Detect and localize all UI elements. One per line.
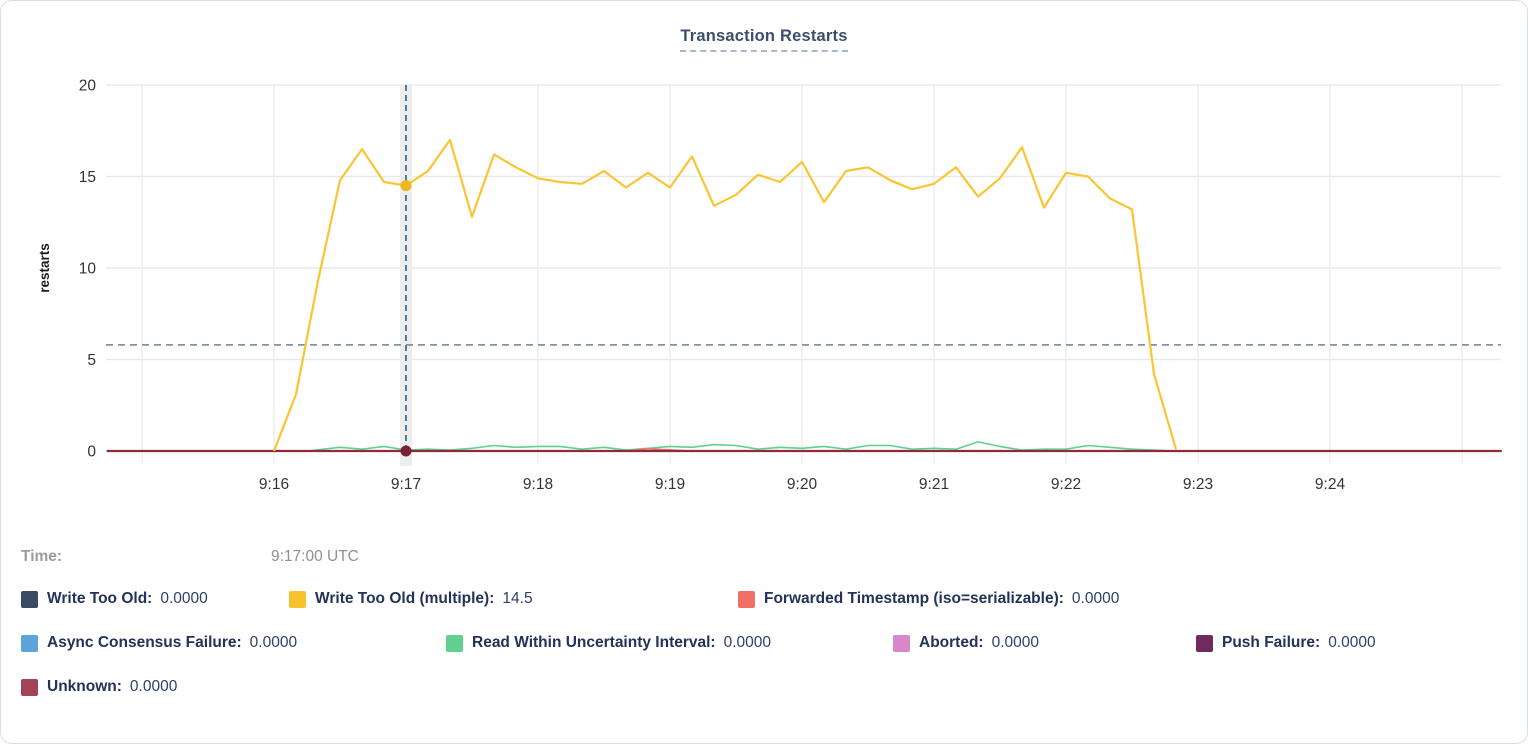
legend-series-value: 0.0000 (160, 590, 208, 607)
legend-item: Forwarded Timestamp (iso=serializable): 0… (738, 590, 1119, 608)
y-tick-label: 0 (87, 444, 96, 461)
x-tick-label: 9:24 (1315, 476, 1346, 493)
series-line-read-within-uncertainty-interval (106, 441, 1502, 452)
legend-series-label: Write Too Old (multiple): (315, 590, 495, 607)
legend-series-label: Async Consensus Failure: (47, 634, 242, 651)
legend-item: Unknown: 0.0000 (21, 678, 177, 696)
hover-time-value: 9:17:00 UTC (271, 548, 359, 565)
chart-title-wrap: Transaction Restarts (1, 27, 1527, 52)
legend-series-value: 0.0000 (1071, 590, 1120, 607)
legend-item: Push Failure: 0.0000 (1196, 634, 1376, 652)
legend-series-label: Read Within Uncertainty Interval: (472, 634, 716, 651)
legend-color-swatch (738, 590, 755, 608)
legend-color-swatch (893, 634, 910, 652)
legend-item: Async Consensus Failure: 0.0000 (21, 634, 446, 652)
y-tick-label: 10 (79, 261, 97, 278)
x-tick-label: 9:18 (523, 476, 553, 493)
legend-series-label: Forwarded Timestamp (iso=serializable): (764, 590, 1064, 607)
legend-series-label: Push Failure: (1222, 634, 1321, 651)
legend-color-swatch (21, 634, 38, 652)
x-tick-label: 9:17 (391, 476, 421, 493)
x-tick-label: 9:23 (1183, 476, 1213, 493)
legend-item: Write Too Old (multiple): 14.5 (289, 590, 738, 608)
legend-series-label: Unknown: (47, 678, 122, 695)
legend-color-swatch (21, 590, 38, 608)
legend-color-swatch (21, 678, 38, 696)
chart-title[interactable]: Transaction Restarts (680, 27, 848, 52)
legend-series-value: 0.0000 (1328, 634, 1376, 651)
x-tick-label: 9:21 (919, 476, 949, 493)
legend-series-value: 0.0000 (723, 634, 772, 651)
legend-series-value: 0.0000 (249, 634, 298, 651)
legend-item: Aborted: 0.0000 (893, 634, 1196, 652)
x-tick-label: 9:19 (655, 476, 685, 493)
legend-item: Read Within Uncertainty Interval: 0.0000 (446, 634, 893, 652)
hover-time-label: Time: (21, 548, 63, 565)
x-tick-label: 9:16 (259, 476, 289, 493)
legend-series-label: Aborted: (919, 634, 984, 651)
x-tick-label: 9:20 (787, 476, 818, 493)
y-tick-label: 5 (87, 352, 96, 369)
legend-color-swatch (1196, 634, 1213, 652)
y-tick-label: 20 (79, 78, 97, 95)
legend-series-label: Write Too Old: (47, 590, 153, 607)
legend-series-value: 0.0000 (129, 678, 178, 695)
legend-row: Unknown: 0.0000 (21, 678, 177, 696)
legend-row: Async Consensus Failure: 0.0000 Read Withi… (21, 634, 1376, 652)
y-tick-label: 15 (79, 169, 96, 186)
x-tick-label: 9:22 (1051, 476, 1081, 493)
crosshair-marker-dot (400, 445, 412, 457)
legend-item: Write Too Old: 0.0000 (21, 590, 289, 608)
legend-color-swatch (446, 634, 463, 652)
crosshair-marker-dot (400, 180, 412, 192)
legend-series-value: 0.0000 (991, 634, 1039, 651)
legend-row: Write Too Old: 0.0000 Write Too Old (multi… (21, 590, 1119, 608)
legend-color-swatch (289, 590, 306, 608)
series-line-write-too-old-multiple- (272, 138, 1178, 452)
legend-series-value: 14.5 (502, 590, 533, 607)
